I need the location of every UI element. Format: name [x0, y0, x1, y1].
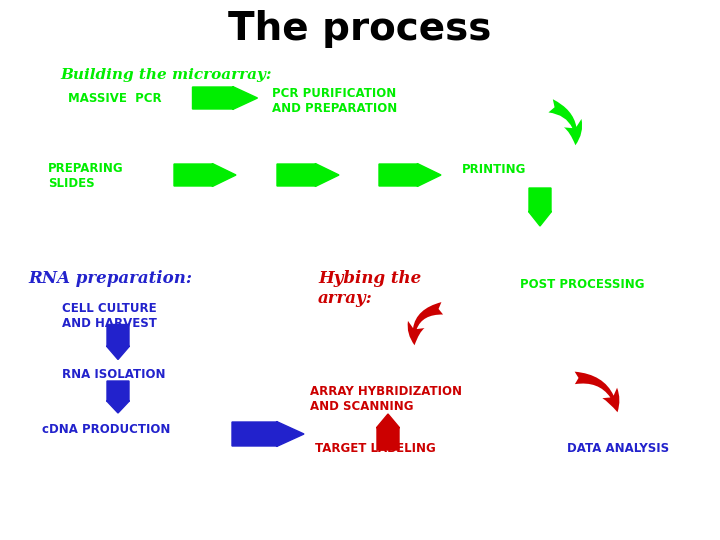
Text: POST PROCESSING: POST PROCESSING	[520, 278, 644, 291]
Polygon shape	[379, 164, 441, 186]
Text: PRINTING: PRINTING	[462, 163, 526, 176]
Polygon shape	[107, 381, 130, 413]
Polygon shape	[107, 325, 130, 360]
Polygon shape	[377, 414, 400, 450]
Text: MASSIVE  PCR: MASSIVE PCR	[68, 91, 161, 105]
Polygon shape	[528, 188, 552, 226]
Polygon shape	[277, 164, 339, 186]
Text: Building the microarray:: Building the microarray:	[60, 68, 271, 82]
Text: RNA ISOLATION: RNA ISOLATION	[62, 368, 166, 381]
Text: Hybing the
array:: Hybing the array:	[318, 270, 421, 307]
Text: RNA preparation:: RNA preparation:	[28, 270, 192, 287]
Polygon shape	[174, 164, 236, 186]
Text: PCR PURIFICATION
AND PREPARATION: PCR PURIFICATION AND PREPARATION	[272, 87, 397, 115]
FancyArrowPatch shape	[408, 302, 443, 345]
Text: PREPARING
SLIDES: PREPARING SLIDES	[48, 162, 124, 190]
Polygon shape	[192, 86, 258, 110]
Polygon shape	[232, 422, 304, 447]
Text: ARRAY HYBRIDIZATION
AND SCANNING: ARRAY HYBRIDIZATION AND SCANNING	[310, 385, 462, 413]
Text: cDNA PRODUCTION: cDNA PRODUCTION	[42, 423, 171, 436]
Text: CELL CULTURE
AND HARVEST: CELL CULTURE AND HARVEST	[62, 302, 157, 330]
FancyArrowPatch shape	[575, 372, 619, 412]
Text: DATA ANALYSIS: DATA ANALYSIS	[567, 442, 669, 455]
Text: TARGET LABELING: TARGET LABELING	[315, 442, 436, 455]
Text: The process: The process	[228, 10, 492, 48]
FancyArrowPatch shape	[549, 99, 582, 145]
